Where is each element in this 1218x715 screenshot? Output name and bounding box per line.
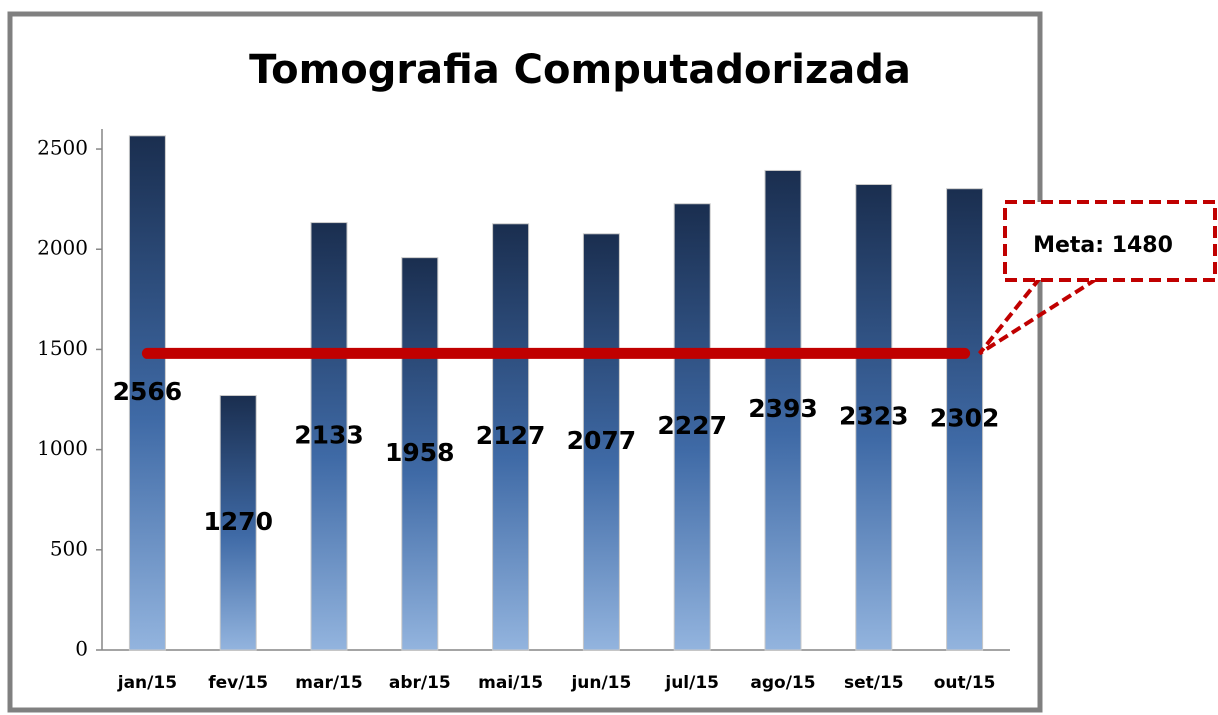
y-tick-label: 2000 — [37, 236, 88, 260]
value-label: 2566 — [113, 377, 183, 406]
value-label: 2133 — [294, 420, 364, 449]
bar — [764, 169, 802, 651]
x-tick-label: abr/15 — [389, 673, 451, 693]
value-label: 2393 — [748, 394, 818, 423]
bar — [128, 135, 166, 651]
callout-box — [1003, 200, 1217, 282]
value-label: 1270 — [203, 507, 273, 536]
x-tick-label: mai/15 — [478, 673, 543, 693]
y-tick-label: 500 — [50, 536, 88, 560]
x-tick-label: set/15 — [844, 673, 904, 693]
bar — [310, 222, 348, 651]
y-tick-label: 0 — [75, 637, 88, 661]
target-label: Meta: 1480 — [1033, 233, 1173, 258]
value-label: 2127 — [476, 421, 546, 450]
value-label: 1958 — [385, 438, 455, 467]
x-tick-label: jun/15 — [570, 673, 631, 693]
bar — [673, 203, 711, 651]
value-label: 2227 — [657, 411, 727, 440]
y-tick-label: 1000 — [37, 436, 88, 460]
bar — [855, 184, 893, 651]
bar — [582, 233, 620, 651]
x-tick-label: out/15 — [934, 673, 996, 693]
y-tick-label: 2500 — [37, 136, 88, 160]
value-label: 2323 — [839, 401, 909, 430]
chart-title: Tomografia Computadorizada — [249, 47, 911, 93]
x-tick-label: jul/15 — [664, 673, 719, 693]
bar — [401, 257, 439, 651]
y-tick-label: 1500 — [37, 336, 88, 360]
value-label: 2302 — [930, 403, 1000, 432]
x-tick-label: jan/15 — [117, 673, 177, 693]
bar — [492, 223, 530, 651]
x-tick-label: fev/15 — [208, 673, 268, 693]
bar — [946, 188, 984, 651]
callout-pointer — [978, 276, 1100, 356]
value-label: 2077 — [567, 426, 637, 455]
x-tick-label: ago/15 — [750, 673, 815, 693]
x-tick-label: mar/15 — [295, 673, 362, 693]
bar — [219, 395, 257, 651]
